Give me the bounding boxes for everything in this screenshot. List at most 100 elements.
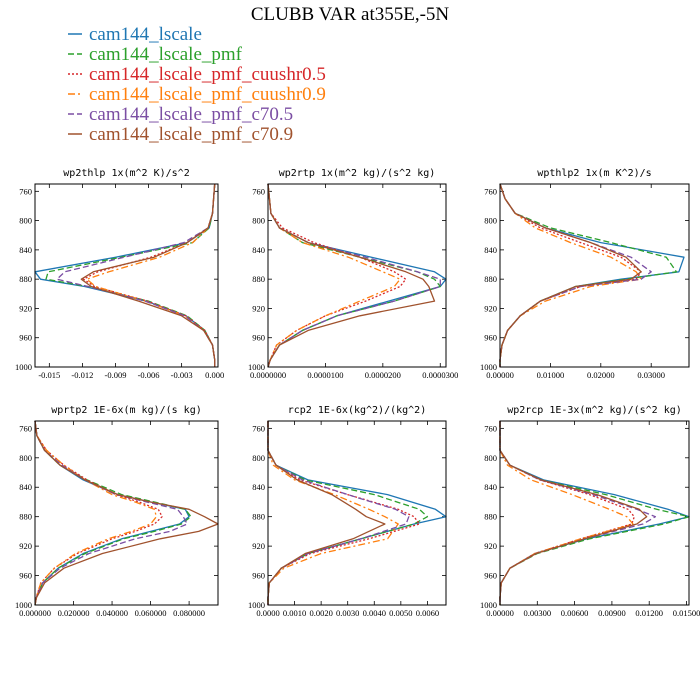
x-tick-label: -0.006 <box>138 370 160 380</box>
y-tick-label: 960 <box>19 571 32 581</box>
y-tick-label: 1000 <box>480 362 497 372</box>
y-tick-label: 960 <box>252 571 265 581</box>
y-tick-label: 1000 <box>248 362 265 372</box>
series-line <box>499 183 652 367</box>
panel-1: wp2thlp 1x(m^2 K)/s^2 760 800 840 880 920 960 1… <box>15 168 224 380</box>
series-line <box>34 420 188 606</box>
panel-4: wprtp2 1E-6x(m kg)/(s kg) 760 800 840 880 920… <box>15 405 219 618</box>
y-tick-label: 800 <box>484 216 497 226</box>
x-tick-label: 0.02000 <box>587 370 615 380</box>
x-tick-label: 0.0000300 <box>422 370 458 380</box>
x-tick-label: -0.012 <box>71 370 93 380</box>
x-tick-label: 0.00000 <box>486 608 514 618</box>
series-line <box>499 421 690 605</box>
y-tick-label: 920 <box>252 303 265 313</box>
series-line <box>499 183 678 367</box>
y-tick-label: 760 <box>252 423 265 433</box>
y-tick-label: 800 <box>484 453 497 463</box>
panel-title: wp2thlp 1x(m^2 K)/s^2 <box>63 168 189 179</box>
x-tick-label: 0.080000 <box>173 608 205 618</box>
x-tick-label: 0.0000 <box>256 608 279 618</box>
y-tick-label: 920 <box>484 303 497 313</box>
panel-6: wp2rcp 1E-3x(m^2 kg)/(s^2 kg) 760 800 840 88… <box>480 405 700 618</box>
x-tick-label: 0.060000 <box>135 608 167 618</box>
y-tick-label: 880 <box>484 274 497 284</box>
x-tick-label: 0.040000 <box>96 608 128 618</box>
x-tick-label: 0.0000000 <box>250 370 286 380</box>
series-line <box>499 421 690 605</box>
legend: cam144_lscalecam144_lscale_pmfcam144_lsc… <box>68 24 326 145</box>
panels: wp2thlp 1x(m^2 K)/s^2 760 800 840 880 920 960 1… <box>15 168 700 618</box>
x-tick-label: 0.000 <box>205 370 224 380</box>
y-tick-label: 960 <box>252 333 265 343</box>
x-tick-label: 0.0030 <box>336 608 359 618</box>
series-line <box>499 183 642 367</box>
y-tick-label: 880 <box>484 512 497 522</box>
y-tick-label: 880 <box>19 512 32 522</box>
series-line <box>34 420 190 606</box>
x-tick-label: -0.015 <box>38 370 60 380</box>
legend-label: cam144_lscale <box>89 24 202 45</box>
x-tick-label: 0.01500 <box>673 608 700 618</box>
y-tick-label: 960 <box>19 333 32 343</box>
y-tick-label: 920 <box>252 541 265 551</box>
series-line <box>82 183 216 367</box>
y-tick-label: 760 <box>252 186 265 196</box>
series-line <box>267 421 386 605</box>
panel-title: wprtp2 1E-6x(m kg)/(s kg) <box>51 405 202 416</box>
x-tick-label: 0.03000 <box>637 370 665 380</box>
x-tick-label: -0.009 <box>104 370 126 380</box>
y-tick-label: 760 <box>19 423 32 433</box>
series-line <box>267 421 410 605</box>
y-tick-label: 880 <box>252 512 265 522</box>
series-line <box>34 183 216 367</box>
plot-frame <box>34 183 219 368</box>
y-tick-label: 800 <box>252 453 265 463</box>
plot-frame <box>267 183 447 368</box>
legend-label: cam144_lscale_pmf_c70.9 <box>89 124 293 145</box>
x-tick-label: 0.0050 <box>389 608 412 618</box>
series-line <box>499 183 685 367</box>
legend-label: cam144_lscale_pmf <box>89 44 243 65</box>
y-tick-label: 960 <box>484 571 497 581</box>
panel-title: rcp2 1E-6x(kg^2)/(kg^2) <box>288 405 426 416</box>
y-tick-label: 800 <box>19 453 32 463</box>
series-line <box>45 183 216 367</box>
y-tick-label: 840 <box>252 482 265 492</box>
series-line <box>499 421 635 605</box>
y-tick-label: 800 <box>19 216 32 226</box>
legend-label: cam144_lscale_pmf_cuushr0.5 <box>89 64 326 85</box>
series-line <box>499 421 648 605</box>
x-tick-label: 0.00300 <box>523 608 551 618</box>
panel-title: wp2rtp 1x(m^2 kg)/(s^2 kg) <box>279 168 436 179</box>
series-line <box>56 183 216 367</box>
x-tick-label: 0.0000100 <box>307 370 343 380</box>
x-tick-label: 0.0010 <box>283 608 306 618</box>
series-line <box>499 183 642 367</box>
legend-label: cam144_lscale_pmf_c70.5 <box>89 104 293 125</box>
y-tick-label: 840 <box>484 245 497 255</box>
y-tick-label: 1000 <box>480 600 497 610</box>
y-tick-label: 760 <box>484 186 497 196</box>
series-line <box>267 421 447 605</box>
series-line <box>34 420 192 606</box>
panel-5: rcp2 1E-6x(kg^2)/(kg^2) 760 800 840 880 920 96… <box>248 405 447 618</box>
plot-frame <box>267 420 447 606</box>
x-tick-label: 0.0000200 <box>365 370 401 380</box>
y-tick-label: 880 <box>252 274 265 284</box>
series-line <box>267 421 421 605</box>
series-line <box>86 183 216 367</box>
series-line <box>499 421 657 605</box>
legend-label: cam144_lscale_pmf_cuushr0.9 <box>89 84 326 105</box>
y-tick-label: 1000 <box>15 362 32 372</box>
x-tick-label: 0.00000 <box>486 370 514 380</box>
x-tick-label: 0.0040 <box>363 608 386 618</box>
x-tick-label: 0.000000 <box>19 608 51 618</box>
plot-frame <box>499 420 690 606</box>
x-tick-label: 0.00600 <box>561 608 589 618</box>
y-tick-label: 760 <box>484 423 497 433</box>
panel-3: wpthlp2 1x(m K^2)/s 760 800 840 880 920 960 100… <box>480 168 690 380</box>
x-tick-label: 0.00900 <box>598 608 626 618</box>
panel-title: wp2rcp 1E-3x(m^2 kg)/(s^2 kg) <box>507 405 682 416</box>
